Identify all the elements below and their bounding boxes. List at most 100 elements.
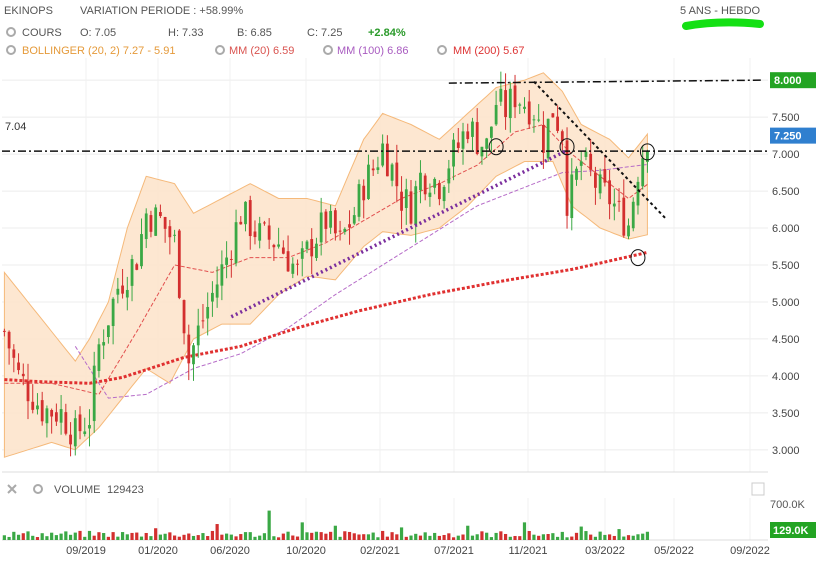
time-tick-label: 09/2022 [730, 545, 770, 557]
time-axis: 09/2019 01/2020 06/2020 10/2020 02/2021 07/20… [66, 545, 770, 557]
candle-body [177, 230, 181, 298]
candle [433, 177, 437, 195]
gear-icon[interactable] [323, 45, 333, 55]
volume-bar [324, 533, 328, 540]
volume-bar [78, 530, 82, 540]
quote-close: C: 7.25 [307, 27, 342, 39]
candle [50, 408, 54, 434]
candle-body [504, 90, 507, 118]
volume-bar [106, 536, 110, 540]
candle-body [636, 181, 640, 206]
candle [343, 227, 347, 235]
volume-bar [305, 532, 309, 540]
volume-bar [201, 533, 205, 540]
candle [542, 111, 545, 169]
volume-bar [447, 533, 451, 540]
variation-label: VARIATION PERIODE : +58.99% [80, 5, 243, 17]
candle [201, 303, 205, 329]
candle-body [395, 162, 399, 187]
candle-body [608, 180, 611, 205]
price-tick-label: 3.000 [772, 445, 800, 457]
candle-body [565, 140, 569, 216]
mm100-label: MM (100) 6.86 [337, 45, 409, 57]
gear-icon[interactable] [33, 484, 43, 494]
candle-body [97, 344, 101, 371]
volume-bar [461, 534, 465, 540]
volume-bar [404, 536, 408, 540]
resistance-line [448, 79, 761, 84]
volume-axis-label: 700.0K [770, 499, 806, 511]
candle [456, 127, 460, 153]
time-tick-label: 01/2020 [138, 545, 178, 557]
volume-bar [281, 533, 285, 540]
volume-bar [579, 526, 583, 540]
volume-bar [234, 536, 238, 540]
volume-bar [641, 533, 645, 540]
candle [7, 330, 11, 365]
gear-icon[interactable] [437, 45, 447, 55]
volume-bar [116, 536, 120, 540]
candle-body [305, 241, 309, 250]
candle-body [381, 143, 385, 166]
candle [26, 363, 30, 420]
volume-bar [26, 531, 30, 540]
time-tick-label: 03/2022 [585, 545, 625, 557]
volume-bar [352, 533, 356, 540]
candle [154, 204, 158, 236]
candle [485, 137, 489, 158]
quote-low: B: 6.85 [237, 27, 272, 39]
volume-bar [215, 524, 219, 540]
candle-body [400, 191, 403, 211]
candle [215, 266, 219, 308]
candle [371, 159, 375, 176]
candle-body [106, 325, 110, 338]
volume-bar [50, 532, 54, 540]
candle-body [83, 431, 87, 435]
gear-icon[interactable] [215, 45, 225, 55]
volume-bar [546, 534, 550, 540]
candle-body [225, 257, 228, 265]
candle-body [159, 212, 162, 217]
candle [395, 144, 399, 203]
volume-bar [187, 533, 191, 540]
candle [286, 235, 290, 272]
volume-bar [83, 536, 87, 540]
volume-bar [45, 536, 49, 540]
volume-bar [499, 531, 503, 540]
volume-bar [59, 533, 63, 540]
volume-bar [570, 536, 574, 540]
candle [437, 180, 441, 206]
mm100-line [74, 164, 648, 399]
candle [59, 395, 63, 435]
period-selector[interactable]: 5 ANS - HEBDO [680, 5, 761, 17]
candle-body [31, 401, 35, 410]
volume-bar [120, 532, 125, 540]
candle-body [367, 164, 370, 200]
volume-bar [229, 534, 233, 540]
volume-bar [555, 536, 560, 540]
candle-body [390, 164, 394, 181]
candle [518, 102, 522, 114]
candle-body [617, 200, 621, 202]
candle-body [12, 349, 16, 358]
time-tick-label: 05/2022 [654, 545, 694, 557]
candle-body [579, 161, 583, 166]
gear-icon[interactable] [6, 27, 16, 37]
close-icon[interactable] [7, 484, 17, 494]
volume-bar [631, 535, 635, 540]
gear-icon[interactable] [6, 45, 16, 55]
volume-bar [277, 537, 281, 540]
volume-bar [612, 535, 616, 540]
candle-body [300, 248, 304, 259]
candle [69, 422, 72, 457]
candle-body [456, 142, 460, 149]
downtrend-line [533, 80, 668, 220]
volume-bar [92, 535, 96, 540]
candle-body [343, 228, 347, 233]
volume-bar [338, 536, 342, 540]
volume-bar [423, 532, 427, 540]
expand-icon[interactable] [751, 482, 765, 496]
volume-badge: 129.0K [773, 525, 809, 537]
candle [206, 292, 210, 336]
candle-body [315, 243, 318, 258]
